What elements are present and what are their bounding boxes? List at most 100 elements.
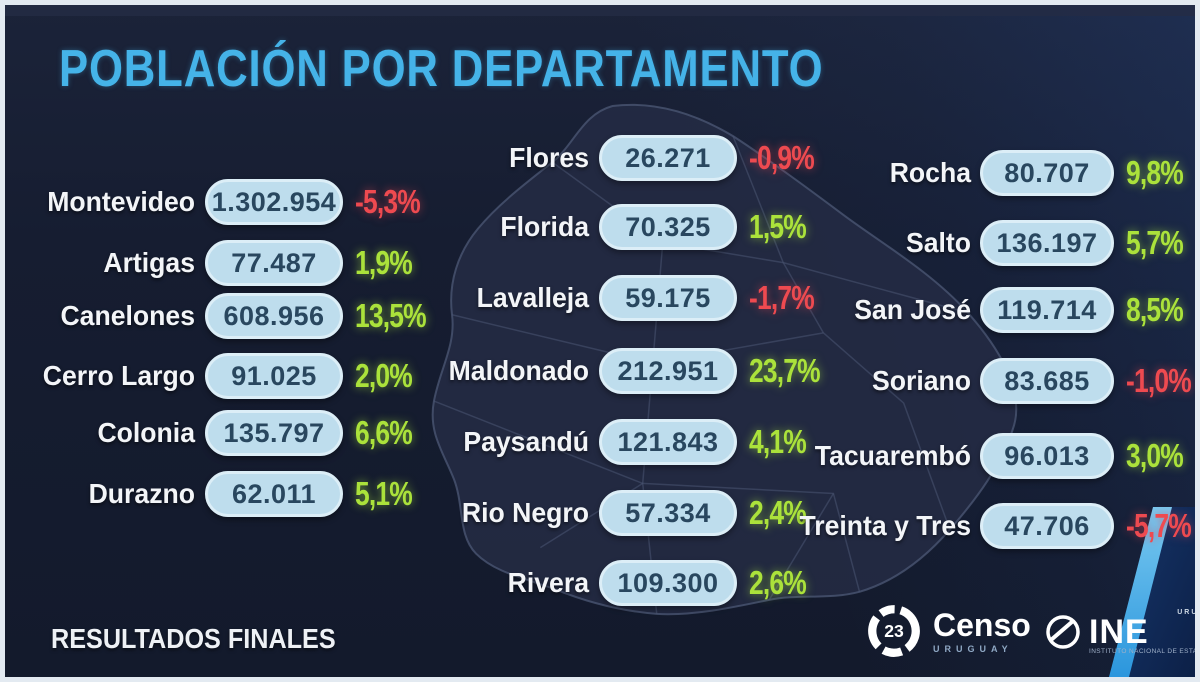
censo-subtitle: URUGUAY <box>933 643 1013 654</box>
corner-swoosh-decoration <box>1109 507 1195 677</box>
dept-name: Salto <box>905 227 971 258</box>
population-value: 212.951 <box>617 355 719 386</box>
population-pill: 62.011 <box>205 471 343 517</box>
population-pill: 109.300 <box>599 560 737 606</box>
dept-row-salto: Salto 136.197 5,7% <box>793 220 1195 266</box>
ine-name: INE <box>1089 613 1149 651</box>
ine-logo: URUGUAY INE INSTITUTO NACIONAL DE ESTADÍ… <box>1043 609 1199 656</box>
ine-subtitle: INSTITUTO NACIONAL DE ESTADÍSTICA <box>1089 648 1198 656</box>
population-pill: 135.797 <box>205 410 343 456</box>
population-value: 121.843 <box>617 426 719 457</box>
dept-row-florida: Florida 70.325 1,5% <box>437 204 820 250</box>
population-pill: 136.197 <box>980 220 1114 266</box>
population-pill: 70.325 <box>599 204 737 250</box>
dept-name: Paysandú <box>463 426 589 457</box>
population-value: 83.685 <box>1004 365 1090 396</box>
population-pill: 212.951 <box>599 348 737 394</box>
population-value: 135.797 <box>223 417 325 448</box>
change-badge: -1,0% <box>1126 362 1192 399</box>
population-pill: 119.714 <box>980 287 1114 333</box>
dept-name: Flores <box>509 142 589 173</box>
censo-emblem-icon: 23 <box>868 605 920 657</box>
change-badge: -1,7% <box>749 279 815 316</box>
population-pill: 80.707 <box>980 150 1114 196</box>
change-badge: -5,7% <box>1126 507 1192 544</box>
population-value: 77.487 <box>231 247 317 278</box>
dept-name: Durazno <box>88 478 195 509</box>
population-value: 70.325 <box>625 211 711 242</box>
dept-name: Florida <box>500 211 589 242</box>
change-badge: 3,0% <box>1126 437 1184 474</box>
population-pill: 1.302.954 <box>205 179 343 225</box>
population-value: 1.302.954 <box>211 186 337 217</box>
population-value: 96.013 <box>1004 440 1090 471</box>
population-value: 80.707 <box>1004 157 1090 188</box>
dept-row-durazno: Durazno 62.011 5,1% <box>25 471 426 517</box>
population-pill: 26.271 <box>599 135 737 181</box>
change-badge: 9,8% <box>1126 154 1184 191</box>
change-badge: -0,9% <box>749 139 815 176</box>
population-value: 109.300 <box>617 567 719 598</box>
ine-wordmark: URUGUAY INE INSTITUTO NACIONAL DE ESTADÍ… <box>1089 609 1199 656</box>
change-badge: 1,5% <box>749 208 807 245</box>
dept-name: Soriano <box>871 365 971 396</box>
dept-row-rocha: Rocha 80.707 9,8% <box>793 150 1195 196</box>
population-value: 57.334 <box>625 497 711 528</box>
dept-row-tacuarembo: Tacuarembó 96.013 3,0% <box>793 433 1195 479</box>
page-title: POBLACIÓN POR DEPARTAMENTO <box>59 40 824 98</box>
dept-row-rio-negro: Rio Negro 57.334 2,4% <box>437 490 820 536</box>
population-value: 59.175 <box>625 282 711 313</box>
population-pill: 91.025 <box>205 353 343 399</box>
population-value: 91.025 <box>231 360 317 391</box>
population-pill: 121.843 <box>599 419 737 465</box>
change-badge: 2,6% <box>749 564 807 601</box>
censo-emblem-text: 23 <box>884 621 904 641</box>
dept-row-lavalleja: Lavalleja 59.175 -1,7% <box>437 275 830 321</box>
dept-row-artigas: Artigas 77.487 1,9% <box>25 240 426 286</box>
population-value: 26.271 <box>625 142 711 173</box>
dept-row-montevideo: Montevideo 1.302.954 -5,3% <box>25 179 436 225</box>
dept-name: Rocha <box>889 157 971 188</box>
population-value: 608.956 <box>223 300 325 331</box>
dept-row-san-jose: San José 119.714 8,5% <box>793 287 1195 333</box>
censo-logo: 23 Censo URUGUAY <box>865 602 1031 660</box>
top-band <box>5 5 1195 16</box>
population-pill: 83.685 <box>980 358 1114 404</box>
dept-name: Cerro Largo <box>42 360 196 391</box>
population-value: 62.011 <box>231 478 317 509</box>
population-pill: 608.956 <box>205 293 343 339</box>
dept-name: Treinta y Tres <box>799 510 971 541</box>
population-value: 47.706 <box>1004 510 1090 541</box>
population-pill: 47.706 <box>980 503 1114 549</box>
population-value: 119.714 <box>997 294 1097 325</box>
dept-name: Rivera <box>507 567 589 598</box>
change-badge: 6,6% <box>355 414 413 451</box>
population-pill: 57.334 <box>599 490 737 536</box>
dept-name: Canelones <box>60 300 195 331</box>
change-badge: 8,5% <box>1126 291 1184 328</box>
population-pill: 59.175 <box>599 275 737 321</box>
dept-row-flores: Flores 26.271 -0,9% <box>437 135 830 181</box>
ine-emblem-icon <box>1046 615 1080 649</box>
dept-name: Tacuarembó <box>814 440 971 471</box>
change-badge: 13,5% <box>355 297 427 334</box>
dept-row-canelones: Canelones 608.956 13,5% <box>25 293 444 339</box>
censo-wordmark: Censo URUGUAY <box>933 609 1031 654</box>
dept-row-paysandu: Paysandú 121.843 4,1% <box>437 419 820 465</box>
change-badge: 4,1% <box>749 423 807 460</box>
dept-row-soriano: Soriano 83.685 -1,0% <box>793 358 1195 404</box>
dept-name: Rio Negro <box>461 497 589 528</box>
change-badge: -5,3% <box>355 183 421 220</box>
dept-row-maldonado: Maldonado 212.951 23,7% <box>437 348 838 394</box>
change-badge: 5,7% <box>1126 224 1184 261</box>
change-badge: 23,7% <box>749 352 821 389</box>
ine-top-caption: URUGUAY <box>1177 609 1199 616</box>
dept-name: Colonia <box>97 417 195 448</box>
dept-name: Artigas <box>103 247 195 278</box>
change-badge: 5,1% <box>355 475 413 512</box>
dept-name: Maldonado <box>448 355 589 386</box>
dept-row-colonia: Colonia 135.797 6,6% <box>25 410 426 456</box>
population-pill: 77.487 <box>205 240 343 286</box>
results-label: RESULTADOS FINALES <box>51 623 336 654</box>
